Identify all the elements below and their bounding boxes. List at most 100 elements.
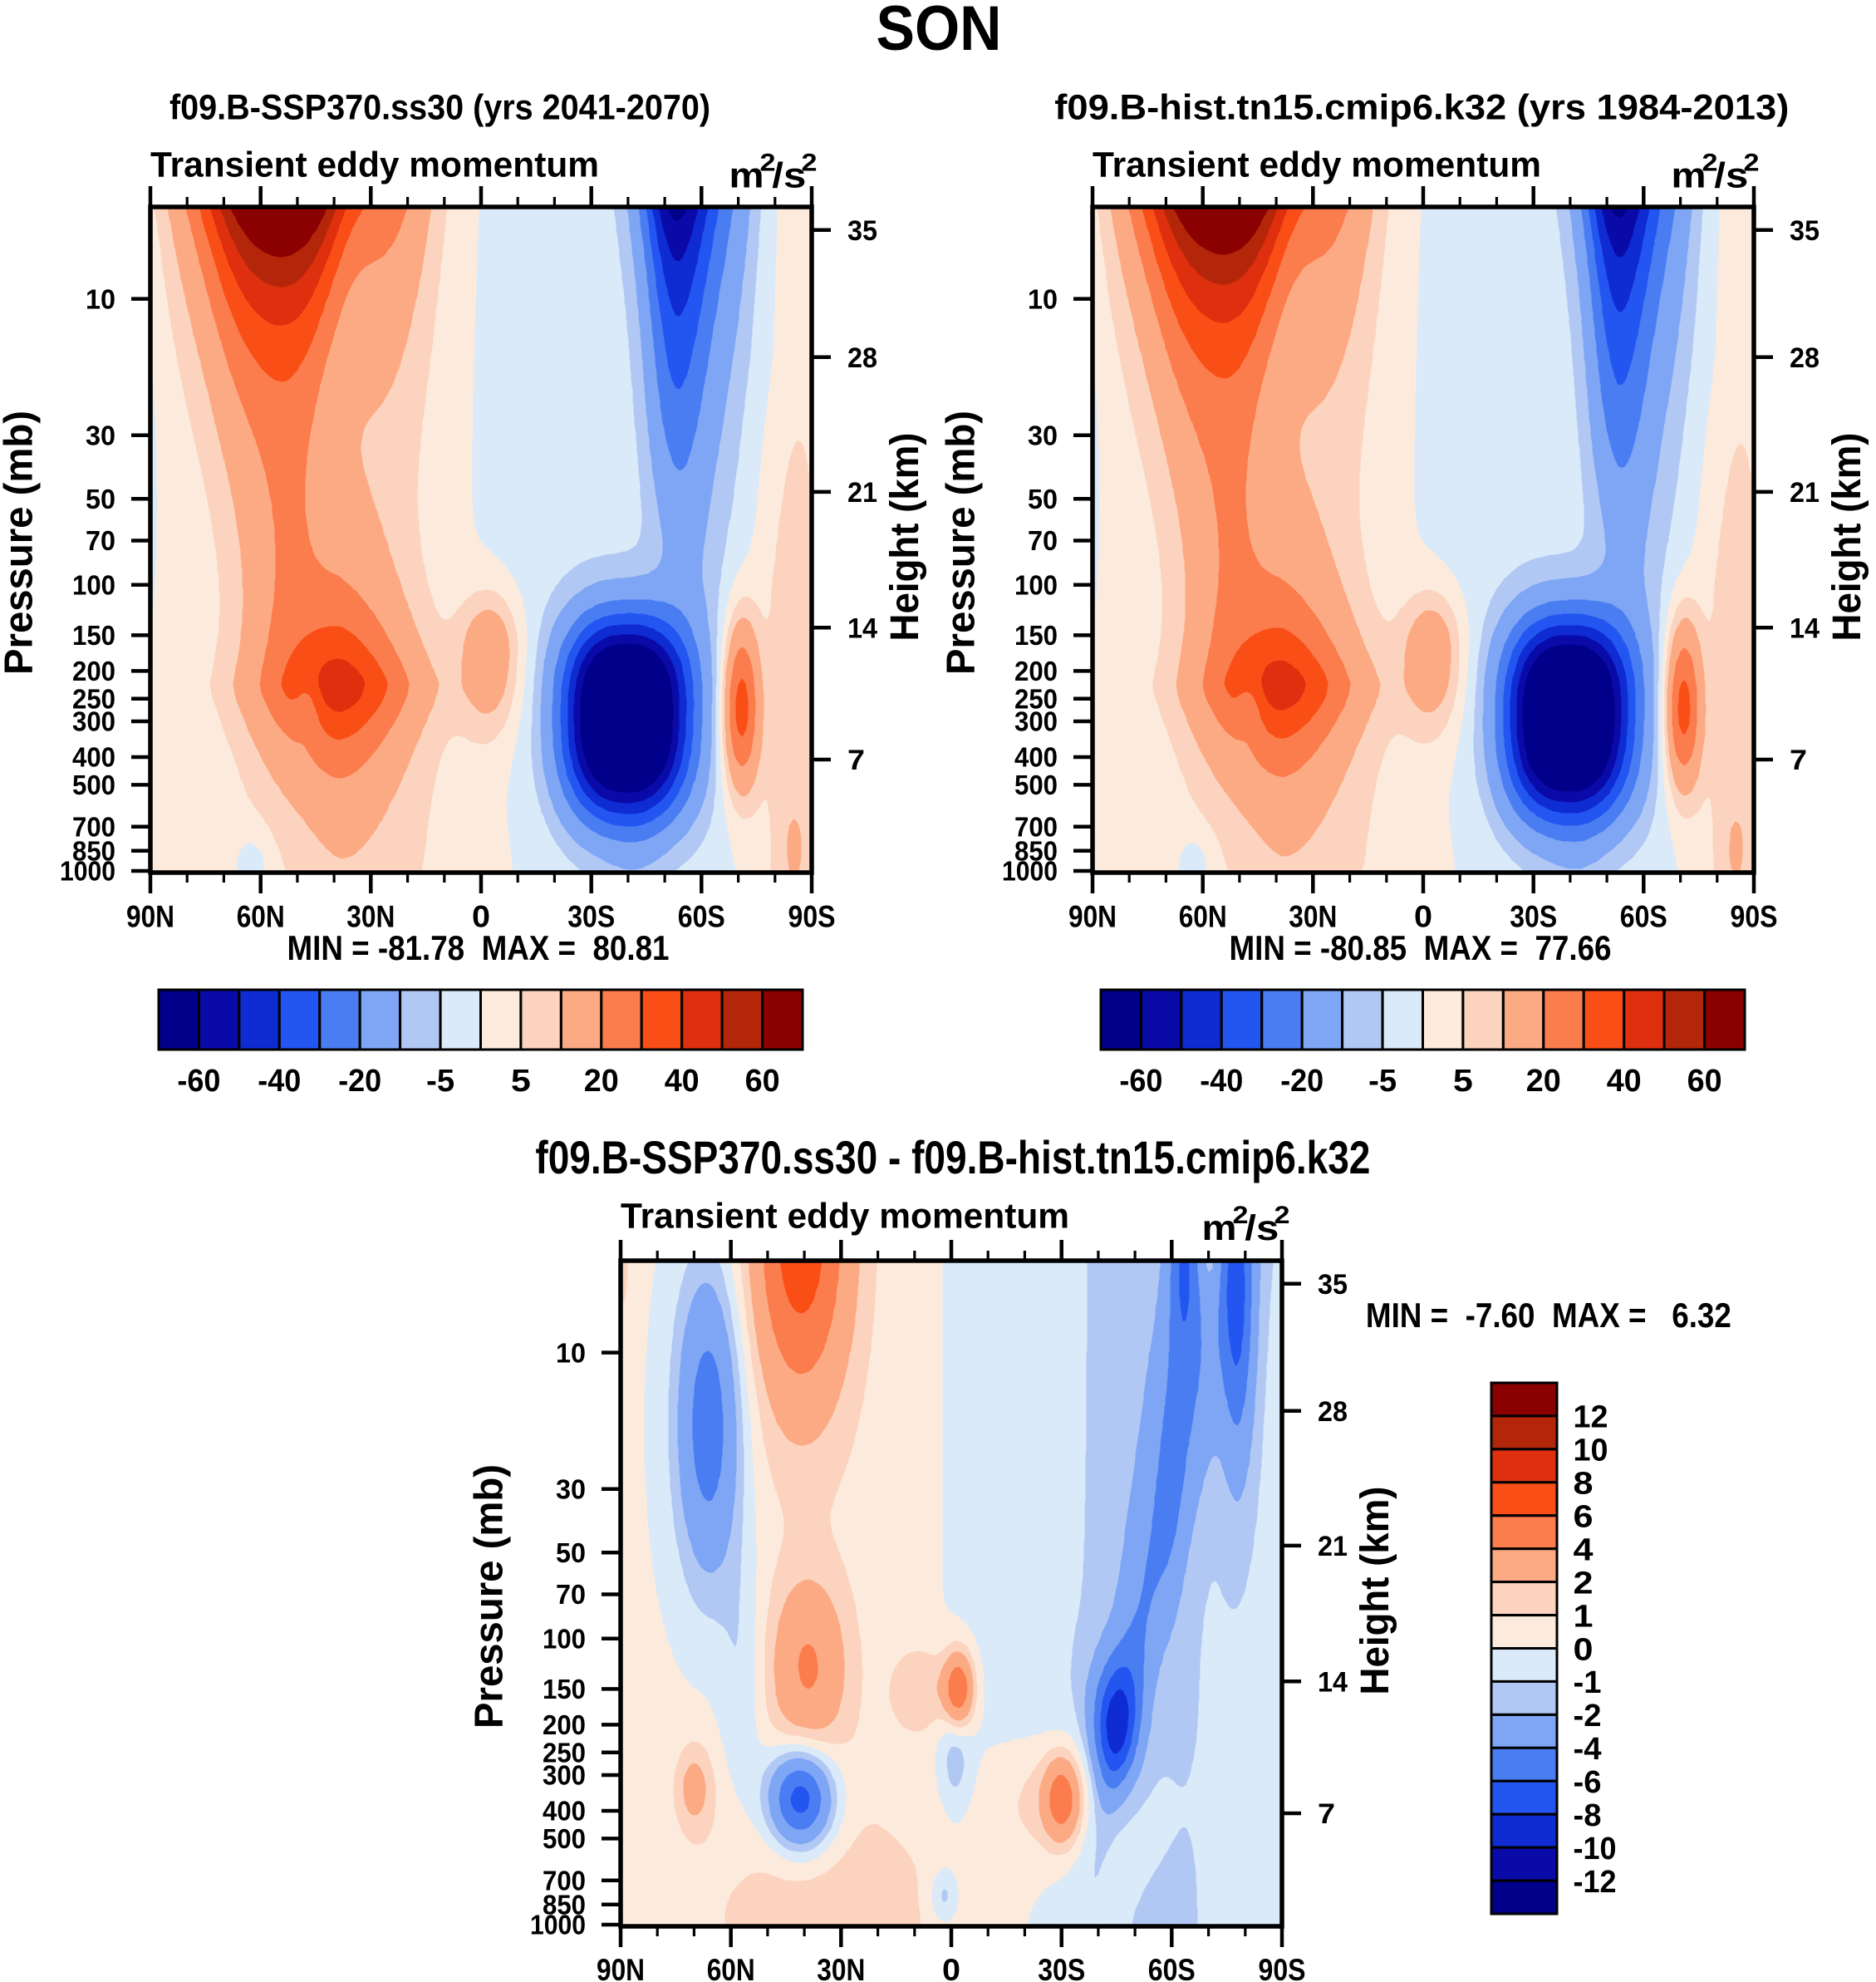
svg-text:60N: 60N xyxy=(237,899,285,933)
svg-text:1000: 1000 xyxy=(60,856,115,887)
svg-text:Transient eddy momentum: Transient eddy momentum xyxy=(1093,145,1541,184)
svg-text:m: m xyxy=(1202,1208,1237,1248)
svg-text:30S: 30S xyxy=(567,899,615,933)
svg-text:2: 2 xyxy=(1274,1202,1290,1229)
svg-text:90N: 90N xyxy=(597,1953,645,1982)
svg-text:5: 5 xyxy=(1453,1064,1473,1099)
svg-text:400: 400 xyxy=(72,742,115,773)
svg-text:Transient eddy momentum: Transient eddy momentum xyxy=(150,145,599,184)
svg-text:70: 70 xyxy=(556,1579,586,1610)
svg-text:f09.B-SSP370.ss30 (yrs 2041-20: f09.B-SSP370.ss30 (yrs 2041-2070) xyxy=(169,88,710,128)
svg-text:2: 2 xyxy=(1702,150,1718,177)
svg-text:-5: -5 xyxy=(426,1064,454,1099)
svg-text:200: 200 xyxy=(543,1709,586,1740)
svg-text:21: 21 xyxy=(1790,477,1820,509)
svg-text:8: 8 xyxy=(1574,1467,1594,1502)
svg-text:28: 28 xyxy=(847,342,877,374)
svg-text:50: 50 xyxy=(1028,484,1058,514)
svg-text:90S: 90S xyxy=(1259,1953,1306,1982)
svg-text:10: 10 xyxy=(86,283,115,314)
svg-text:30: 30 xyxy=(556,1474,586,1505)
svg-text:10: 10 xyxy=(1574,1434,1608,1468)
svg-text:7: 7 xyxy=(847,745,865,776)
svg-text:7: 7 xyxy=(1318,1798,1335,1830)
svg-text:-8: -8 xyxy=(1574,1798,1602,1833)
svg-text:300: 300 xyxy=(543,1760,586,1791)
svg-text:35: 35 xyxy=(1790,215,1820,247)
svg-text:60N: 60N xyxy=(1179,899,1227,933)
svg-text:250: 250 xyxy=(543,1738,586,1768)
svg-text:10: 10 xyxy=(556,1337,586,1368)
svg-text:28: 28 xyxy=(1318,1396,1348,1428)
svg-text:500: 500 xyxy=(72,770,115,800)
svg-text:-40: -40 xyxy=(1200,1064,1243,1099)
svg-text:0: 0 xyxy=(1414,899,1432,933)
svg-text:20: 20 xyxy=(584,1064,619,1099)
svg-text:7: 7 xyxy=(1790,745,1807,776)
svg-text:150: 150 xyxy=(72,620,115,651)
svg-text:150: 150 xyxy=(1014,620,1058,651)
svg-text:-10: -10 xyxy=(1574,1832,1617,1866)
svg-text:500: 500 xyxy=(1014,770,1058,800)
svg-text:2: 2 xyxy=(802,150,818,177)
svg-text:60: 60 xyxy=(745,1064,780,1099)
svg-text:4: 4 xyxy=(1574,1533,1594,1568)
svg-text:150: 150 xyxy=(543,1674,586,1704)
svg-text:30N: 30N xyxy=(1289,899,1337,933)
svg-text:21: 21 xyxy=(1318,1531,1348,1562)
svg-text:-1: -1 xyxy=(1574,1665,1602,1700)
svg-text:21: 21 xyxy=(847,477,877,509)
svg-text:Pressure (mb): Pressure (mb) xyxy=(468,1464,512,1729)
svg-text:Transient eddy momentum: Transient eddy momentum xyxy=(621,1197,1069,1237)
svg-text:2: 2 xyxy=(1574,1566,1594,1601)
svg-text:1: 1 xyxy=(1574,1599,1594,1634)
svg-text:700: 700 xyxy=(72,811,115,842)
svg-text:-60: -60 xyxy=(177,1064,220,1099)
svg-text:90N: 90N xyxy=(1068,899,1117,933)
svg-text:5: 5 xyxy=(511,1064,531,1099)
svg-text:40: 40 xyxy=(665,1064,700,1099)
svg-text:30N: 30N xyxy=(817,1953,865,1982)
svg-text:30S: 30S xyxy=(1510,899,1557,933)
svg-text:850: 850 xyxy=(543,1889,586,1920)
svg-text:300: 300 xyxy=(72,706,115,737)
svg-text:-40: -40 xyxy=(258,1064,301,1099)
svg-text:/s: /s xyxy=(772,156,806,196)
svg-text:90N: 90N xyxy=(126,899,174,933)
svg-text:MIN = -81.78 MAX = 80.81: MIN = -81.78 MAX = 80.81 xyxy=(287,928,670,967)
svg-text:2: 2 xyxy=(1233,1202,1249,1229)
svg-text:2: 2 xyxy=(1744,150,1760,177)
svg-text:SON: SON xyxy=(877,0,1002,64)
svg-text:60N: 60N xyxy=(707,1953,755,1982)
svg-text:100: 100 xyxy=(1014,570,1058,601)
svg-text:/s: /s xyxy=(1245,1208,1279,1248)
svg-text:50: 50 xyxy=(556,1537,586,1568)
svg-text:60: 60 xyxy=(1687,1064,1722,1099)
svg-text:35: 35 xyxy=(1318,1269,1348,1301)
svg-text:100: 100 xyxy=(72,570,115,601)
svg-text:400: 400 xyxy=(1014,742,1058,773)
svg-text:-20: -20 xyxy=(338,1064,381,1099)
svg-text:m: m xyxy=(1672,156,1707,196)
svg-text:700: 700 xyxy=(1014,811,1058,842)
svg-text:Pressure (mb): Pressure (mb) xyxy=(940,411,984,675)
svg-text:100: 100 xyxy=(543,1624,586,1655)
svg-text:60S: 60S xyxy=(678,899,725,933)
svg-text:-6: -6 xyxy=(1574,1765,1602,1800)
svg-text:30: 30 xyxy=(1028,420,1058,451)
svg-text:Height (km): Height (km) xyxy=(883,433,927,642)
svg-text:f09.B-hist.tn15.cmip6.k32 (yrs: f09.B-hist.tn15.cmip6.k32 (yrs 1984-2013… xyxy=(1054,88,1789,128)
svg-text:250: 250 xyxy=(72,684,115,715)
svg-text:1000: 1000 xyxy=(1002,856,1058,887)
svg-text:0: 0 xyxy=(1574,1632,1594,1667)
svg-text:6: 6 xyxy=(1574,1500,1594,1535)
svg-text:Pressure (mb): Pressure (mb) xyxy=(0,411,42,675)
svg-text:35: 35 xyxy=(847,215,877,247)
svg-text:300: 300 xyxy=(1014,706,1058,737)
svg-text:60S: 60S xyxy=(1148,1953,1196,1982)
svg-text:-20: -20 xyxy=(1280,1064,1324,1099)
svg-text:250: 250 xyxy=(1014,684,1058,715)
svg-text:1000: 1000 xyxy=(530,1910,586,1940)
svg-text:60S: 60S xyxy=(1620,899,1667,933)
svg-text:50: 50 xyxy=(86,484,115,514)
